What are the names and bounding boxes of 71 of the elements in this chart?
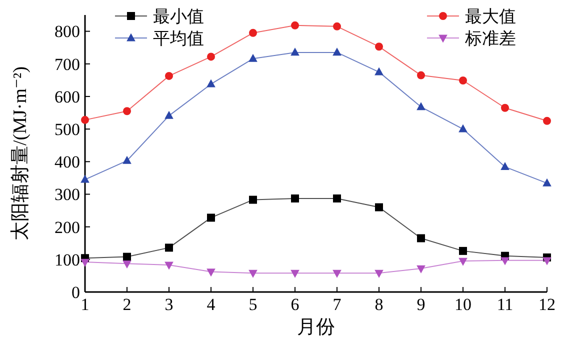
point	[249, 196, 257, 204]
point	[458, 258, 468, 266]
point	[500, 162, 510, 170]
point	[333, 194, 341, 202]
point	[501, 104, 509, 112]
point	[416, 265, 426, 274]
point	[206, 79, 216, 88]
point	[122, 156, 132, 164]
point	[207, 214, 215, 222]
point	[290, 270, 300, 278]
point	[375, 42, 383, 51]
y-tick-label: 100	[54, 250, 80, 270]
point	[459, 76, 467, 84]
point	[164, 110, 174, 119]
y-tick-label: 500	[54, 120, 80, 140]
point	[80, 174, 90, 183]
point	[248, 54, 258, 62]
x-tick-label: 7	[332, 295, 342, 314]
point	[333, 22, 341, 30]
point	[249, 28, 257, 37]
point	[417, 234, 425, 242]
x-tick-label: 8	[374, 295, 384, 314]
x-tick-label: 3	[164, 295, 174, 314]
y-tick-label: 700	[54, 54, 80, 74]
point	[207, 52, 215, 61]
x-axis-title: 月份	[297, 317, 335, 338]
y-tick-label: 600	[54, 87, 80, 106]
point	[542, 178, 552, 186]
point	[458, 124, 468, 132]
point	[165, 244, 173, 252]
point	[375, 203, 383, 212]
point	[122, 260, 132, 268]
point	[332, 48, 342, 56]
y-tick-label: 300	[54, 185, 80, 204]
x-tick-label: 12	[538, 295, 556, 314]
legend-label: 最小值	[153, 6, 204, 26]
point	[459, 246, 467, 255]
x-tick-label: 4	[206, 295, 216, 314]
point	[165, 72, 173, 80]
point	[290, 48, 300, 56]
point	[332, 270, 342, 278]
point	[81, 116, 89, 124]
point	[416, 102, 426, 110]
point	[542, 257, 552, 266]
point	[206, 268, 216, 277]
y-tick-label: 200	[54, 218, 80, 237]
y-tick-label: 400	[54, 152, 80, 172]
y-tick-label: 0	[72, 282, 80, 302]
x-tick-label: 10	[454, 295, 472, 314]
point	[123, 107, 131, 116]
point	[543, 116, 551, 125]
point	[248, 270, 258, 278]
legend-label: 平均值	[153, 28, 204, 48]
legend-label: 最大值	[465, 6, 516, 26]
point	[417, 71, 425, 80]
point	[374, 270, 384, 278]
x-tick-label: 2	[122, 295, 132, 314]
x-tick-label: 9	[416, 295, 426, 314]
x-tick-label: 6	[290, 295, 300, 314]
point	[164, 262, 174, 270]
point	[291, 194, 299, 202]
x-tick-label: 11	[496, 295, 514, 314]
point	[123, 252, 131, 261]
x-tick-label: 1	[80, 295, 90, 314]
point	[500, 257, 510, 266]
legend-label: 标准差	[464, 28, 516, 48]
point	[374, 67, 384, 76]
point	[291, 21, 299, 30]
y-axis-title: 太阳辐射量/(MJ·m⁻²)	[10, 66, 31, 241]
y-tick-label: 800	[54, 22, 80, 42]
x-tick-label: 5	[248, 295, 258, 314]
